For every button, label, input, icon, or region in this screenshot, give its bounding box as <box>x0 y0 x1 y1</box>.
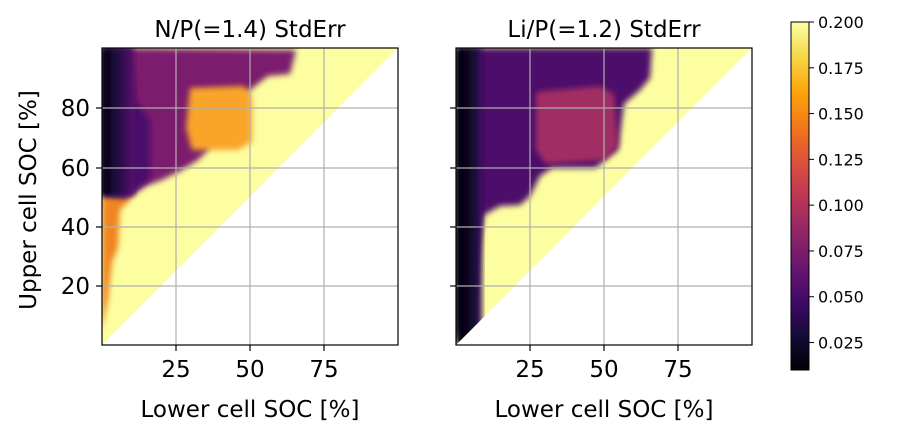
colorbar-tick-label-6: 0.150 <box>818 105 864 124</box>
region-dark-band-1 <box>102 48 134 196</box>
x-tick-label-2-2: 50 <box>589 357 618 383</box>
x-axis-label-1: Lower cell SOC [%] <box>141 397 360 423</box>
panel-title-1: N/P(=1.4) StdErr <box>154 17 346 43</box>
colorbar-tick-label-4: 0.100 <box>818 196 864 215</box>
region-orange-edge-1 <box>102 195 130 330</box>
colorbar-gradient <box>790 21 810 371</box>
y-tick-label-1-4: 80 <box>61 96 90 122</box>
y-tick-label-1-1: 20 <box>61 274 90 300</box>
panel-title-2: Li/P(=1.2) StdErr <box>507 17 701 43</box>
heatmap-panel-np: 25 50 75 20 40 60 80 N/P(=1.4) StdErr Lo… <box>16 17 399 423</box>
x-tick-label-1-3: 75 <box>309 357 338 383</box>
colorbar-tick-label-8: 0.200 <box>818 13 864 32</box>
region-redviolet-2 <box>536 86 618 164</box>
grid-lines-1 <box>102 48 398 345</box>
x-axis-label-2: Lower cell SOC [%] <box>495 397 714 423</box>
colorbar: 0.025 0.050 0.075 0.100 0.125 0.150 0.175 0.200 <box>790 13 864 371</box>
y-axis-label-1: Upper cell SOC [%] <box>16 90 42 310</box>
colorbar-tick-label-3: 0.075 <box>818 242 864 261</box>
grid-lines-2 <box>456 48 752 345</box>
x-tick-label-1-1: 25 <box>161 357 190 383</box>
y-tick-label-1-2: 40 <box>61 215 90 241</box>
region-dark-band-2 <box>456 48 482 345</box>
y-tick-label-1-3: 60 <box>61 156 90 182</box>
colorbar-tick-label-5: 0.125 <box>818 150 864 169</box>
heatmap-panel-lip: 25 50 75 Li/P(=1.2) StdErr Lower cell SO… <box>450 17 753 423</box>
x-tick-label-1-2: 50 <box>235 357 264 383</box>
colorbar-tick-label-1: 0.025 <box>818 334 864 353</box>
x-tick-label-2-1: 25 <box>515 357 544 383</box>
region-orange-patch-1 <box>186 86 252 150</box>
x-tick-label-2-3: 75 <box>663 357 692 383</box>
colorbar-tick-label-2: 0.050 <box>818 288 864 307</box>
colorbar-tick-label-7: 0.175 <box>818 59 864 78</box>
